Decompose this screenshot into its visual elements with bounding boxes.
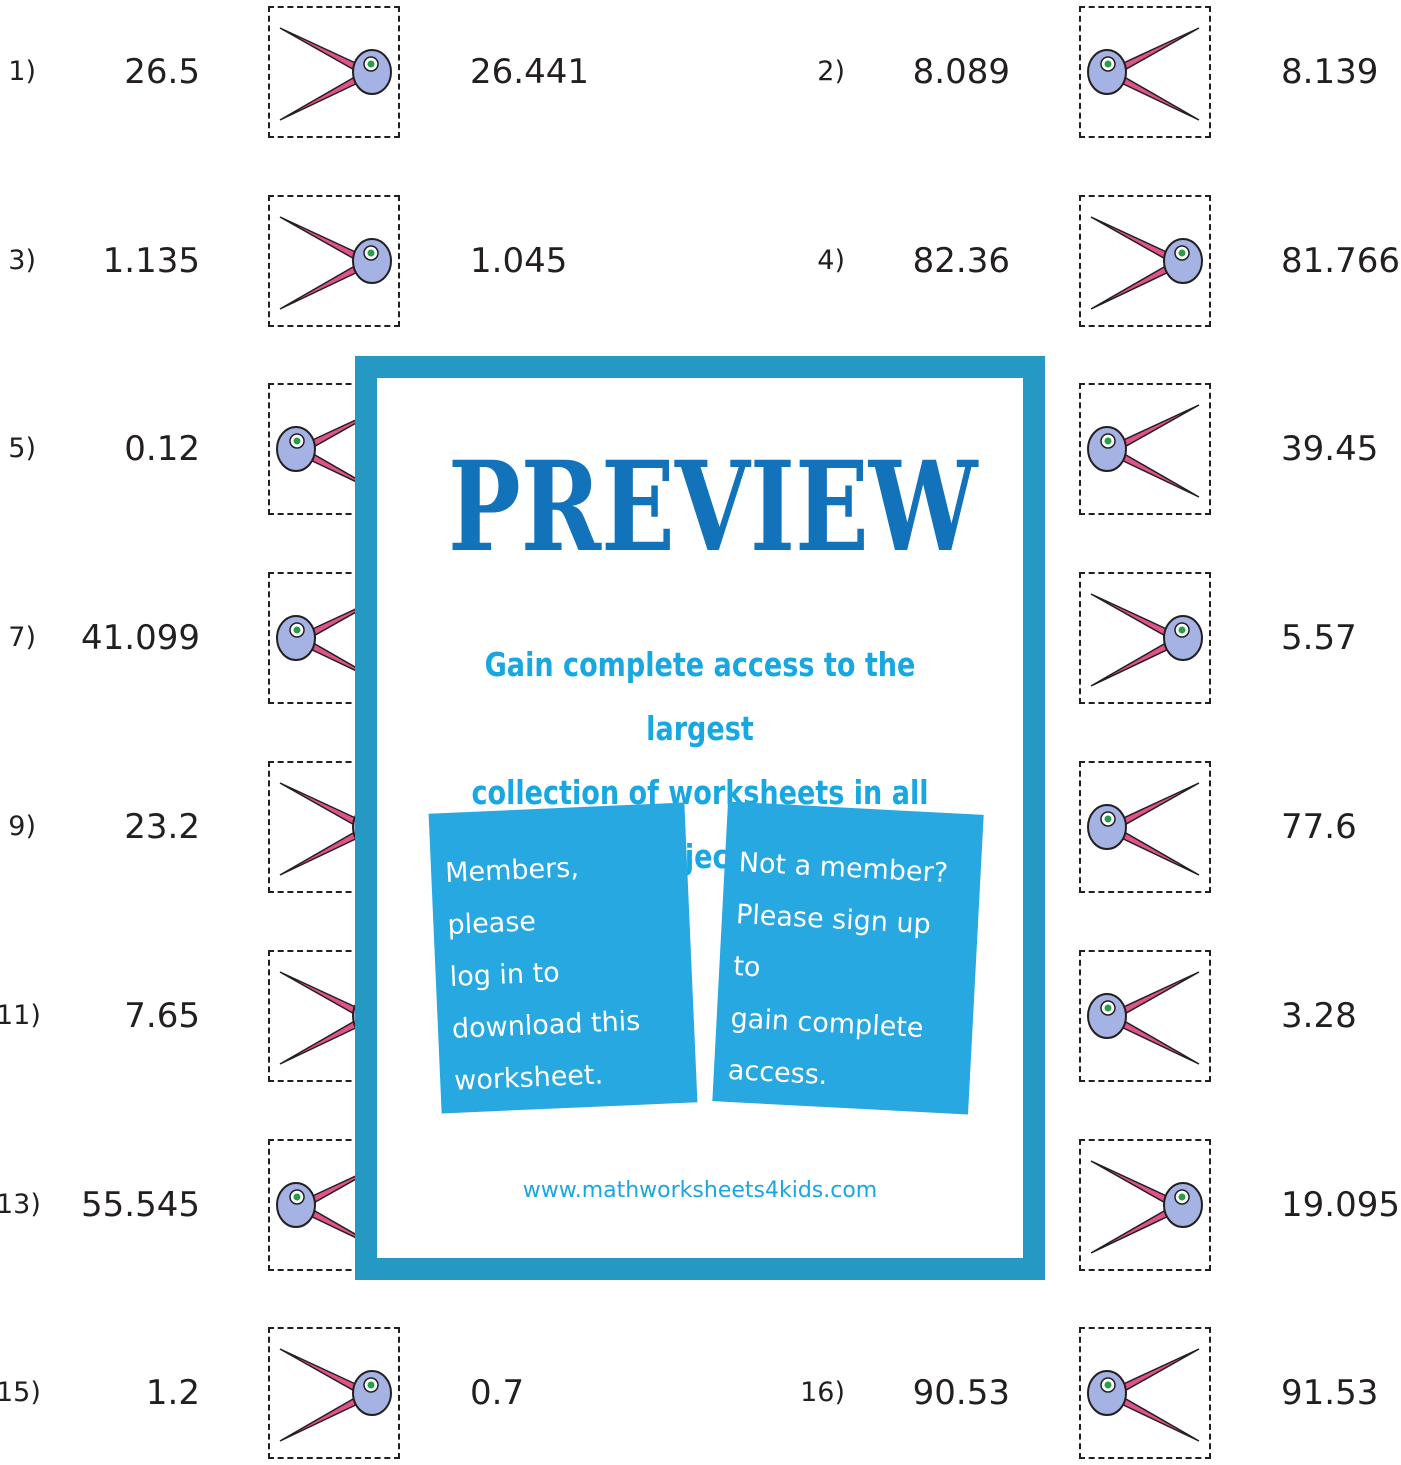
problem-number: 3): [8, 245, 36, 276]
answer-box[interactable]: [1079, 1327, 1211, 1459]
alligator-mouth-icon: [1090, 216, 1203, 310]
alligator-mouth-icon: [1087, 27, 1200, 121]
answer-box[interactable]: [1079, 761, 1211, 893]
answer-box[interactable]: [1079, 950, 1211, 1082]
problem-number: 4): [817, 245, 845, 276]
right-value: 77.6: [1281, 807, 1357, 847]
left-value: 26.5: [124, 52, 200, 92]
signup-card-line: Please sign up to: [732, 899, 932, 984]
alligator-mouth-icon: [1090, 1160, 1203, 1254]
members-login-card[interactable]: Members, please log in to download this …: [428, 802, 698, 1114]
left-value: 7.65: [124, 996, 200, 1036]
left-value: 1.2: [145, 1373, 200, 1413]
left-value: 55.545: [81, 1185, 200, 1225]
answer-box[interactable]: [268, 1327, 400, 1459]
right-value: 19.095: [1281, 1185, 1400, 1225]
right-value: 39.45: [1281, 429, 1379, 469]
right-value: 1.045: [470, 241, 568, 281]
left-value: 82.36: [912, 241, 1010, 281]
left-value: 8.089: [912, 52, 1010, 92]
alligator-mouth-icon: [279, 27, 392, 121]
answer-box[interactable]: [268, 6, 400, 138]
left-value: 0.12: [124, 429, 200, 469]
preview-title: PREVIEW: [448, 435, 978, 580]
members-card-line: Members, please: [444, 852, 580, 941]
right-value: 91.53: [1281, 1373, 1379, 1413]
problem-number: 15): [0, 1377, 41, 1408]
answer-box[interactable]: [1079, 572, 1211, 704]
preview-overlay: PREVIEW Gain complete access to the larg…: [355, 356, 1045, 1280]
signup-card[interactable]: Not a member? Please sign up to gain com…: [712, 801, 984, 1115]
alligator-mouth-icon: [279, 216, 392, 310]
right-value: 26.441: [470, 52, 589, 92]
problem-number: 2): [817, 56, 845, 87]
answer-box[interactable]: [1079, 195, 1211, 327]
problem-number: 7): [8, 622, 36, 653]
problem-number: 1): [8, 56, 36, 87]
left-value: 90.53: [912, 1373, 1010, 1413]
alligator-mouth-icon: [1087, 404, 1200, 498]
left-value: 23.2: [124, 807, 200, 847]
answer-box[interactable]: [1079, 1139, 1211, 1271]
members-card-line: worksheet.: [453, 1059, 604, 1097]
answer-box[interactable]: [268, 195, 400, 327]
problem-number: 11): [0, 1000, 41, 1031]
site-url[interactable]: www.mathworksheets4kids.com: [522, 1178, 878, 1203]
alligator-mouth-icon: [1090, 593, 1203, 687]
right-value: 3.28: [1281, 996, 1357, 1036]
right-value: 0.7: [470, 1373, 525, 1413]
right-value: 8.139: [1281, 52, 1379, 92]
answer-box[interactable]: [1079, 383, 1211, 515]
alligator-mouth-icon: [1087, 1348, 1200, 1442]
preview-panel: PREVIEW Gain complete access to the larg…: [377, 378, 1023, 1258]
problem-number: 13): [0, 1189, 41, 1220]
alligator-mouth-icon: [1087, 971, 1200, 1065]
right-value: 81.766: [1281, 241, 1400, 281]
problem-number: 16): [800, 1377, 845, 1408]
right-value: 5.57: [1281, 618, 1357, 658]
signup-card-line: access.: [727, 1054, 829, 1092]
alligator-mouth-icon: [279, 1348, 392, 1442]
preview-subtitle-line1: Gain complete access to the largest: [484, 645, 916, 748]
problem-number: 5): [8, 433, 36, 464]
problem-number: 9): [8, 811, 36, 842]
left-value: 41.099: [81, 618, 200, 658]
left-value: 1.135: [102, 241, 200, 281]
alligator-mouth-icon: [1087, 782, 1200, 876]
answer-box[interactable]: [1079, 6, 1211, 138]
